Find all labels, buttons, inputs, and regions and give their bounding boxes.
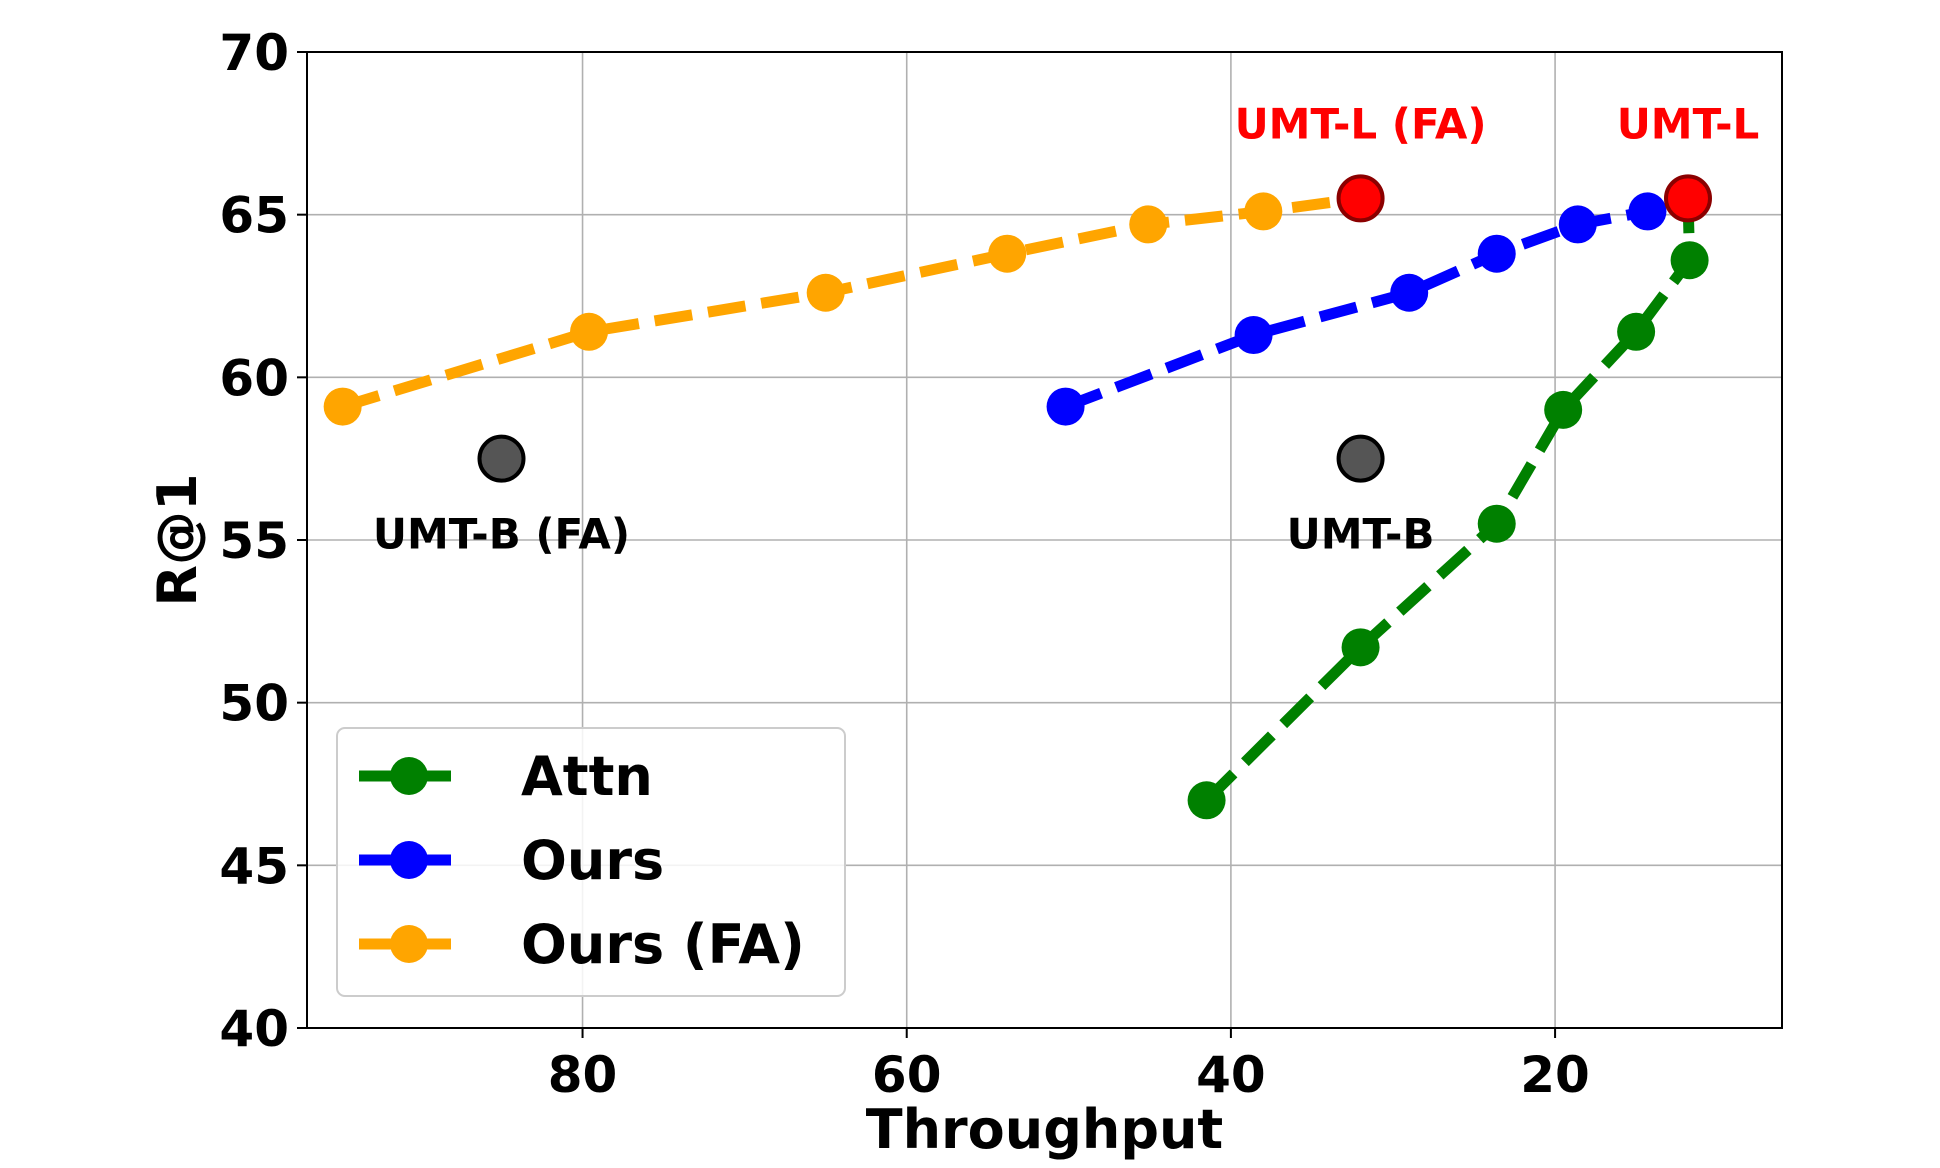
x-tick-label: 80	[548, 1046, 618, 1104]
data-point-attn	[1544, 390, 1583, 429]
ref-umt-l-fa: UMT-L (FA)	[1235, 99, 1487, 223]
legend-label: Attn	[521, 745, 653, 808]
data-point-ours-fa	[323, 387, 362, 426]
y-tick-label: 60	[219, 349, 289, 407]
series-layer	[323, 179, 1709, 820]
legend-swatch-marker	[390, 841, 428, 879]
legend-item-ours-fa: Ours (FA)	[359, 913, 805, 976]
data-point-attn	[1187, 781, 1226, 820]
legend: Attn Ours Ours (FA)	[336, 727, 846, 997]
y-tick-label: 55	[219, 512, 289, 570]
data-point-ours	[1477, 234, 1516, 273]
legend-swatch-marker	[390, 757, 428, 795]
y-tick-label: 45	[219, 837, 289, 895]
reference-points: UMT-L (FA) UMT-L UMT-B (FA) UMT-B	[373, 99, 1759, 558]
legend-box	[336, 727, 846, 997]
ref-label: UMT-B	[1287, 510, 1435, 559]
ref-label: UMT-L (FA)	[1235, 99, 1487, 148]
series-ours-fa	[323, 179, 1380, 426]
legend-item-attn: Attn	[359, 745, 653, 808]
data-point-ours-fa	[1129, 205, 1168, 244]
data-point-ours-fa	[806, 273, 845, 312]
series-line-attn	[1202, 198, 1696, 805]
data-point-attn	[1341, 628, 1380, 667]
data-point-ours	[1046, 387, 1085, 426]
y-axis-title: R@1	[146, 473, 209, 606]
ref-marker	[477, 434, 526, 483]
legend-swatch-marker	[390, 925, 428, 963]
ref-umt-b-fa: UMT-B (FA)	[373, 434, 630, 559]
legend-label: Ours	[521, 829, 664, 892]
data-point-ours-fa	[570, 312, 609, 351]
ref-marker	[1336, 174, 1385, 223]
data-point-ours	[1558, 205, 1597, 244]
data-point-ours-fa	[1244, 192, 1283, 231]
y-tick-label: 70	[219, 24, 289, 82]
legend-item-ours: Ours	[359, 829, 664, 892]
data-point-ours	[1234, 316, 1273, 355]
data-point-ours	[1390, 273, 1429, 312]
ref-marker	[1336, 434, 1385, 483]
y-tick-label: 65	[219, 187, 289, 245]
x-tick-label: 40	[1196, 1046, 1266, 1104]
ref-umt-b: UMT-B	[1287, 434, 1435, 559]
data-point-ours-fa	[988, 234, 1027, 273]
y-tick-label: 50	[219, 675, 289, 733]
data-point-attn	[1477, 504, 1516, 543]
data-point-attn	[1670, 241, 1709, 280]
tick-labels: 80 60 40 20 40 45 50 55 60 65 70	[219, 24, 1589, 1104]
ref-label: UMT-L	[1617, 99, 1760, 148]
series-line-ours-fa	[341, 192, 1362, 412]
legend-label: Ours (FA)	[521, 913, 805, 976]
x-tick-label: 20	[1520, 1046, 1590, 1104]
data-point-attn	[1617, 312, 1656, 351]
ref-label: UMT-B (FA)	[373, 510, 630, 559]
x-tick-label: 60	[872, 1046, 942, 1104]
x-axis-title: Throughput	[866, 1098, 1223, 1161]
ref-marker	[1663, 174, 1712, 223]
y-tick-label: 40	[219, 1000, 289, 1058]
ref-umt-l: UMT-L	[1617, 99, 1760, 223]
data-point-ours	[1628, 192, 1667, 231]
